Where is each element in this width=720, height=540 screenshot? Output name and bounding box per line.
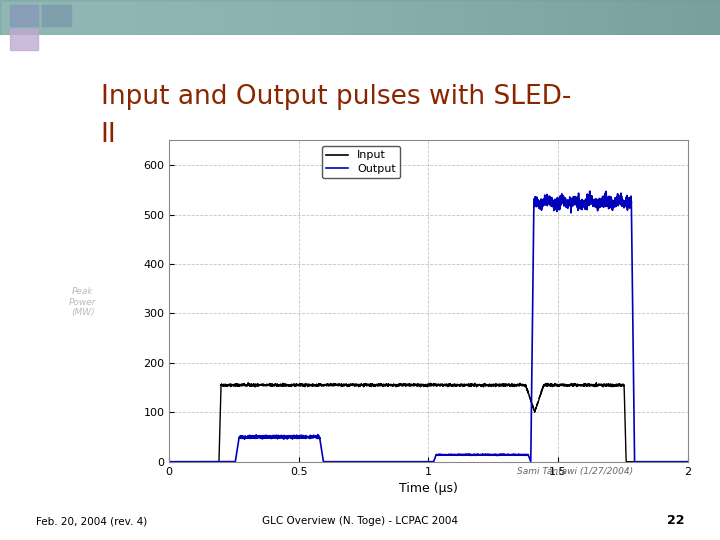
Output — [387, 458, 395, 465]
Input — [683, 458, 692, 465]
Text: Feb. 20, 2004 (rev. 4): Feb. 20, 2004 (rev. 4) — [36, 516, 148, 526]
Output — [683, 458, 692, 465]
Text: GLC Overview (N. Toge) - LCPAC 2004: GLC Overview (N. Toge) - LCPAC 2004 — [262, 516, 458, 526]
Bar — [42, 5, 71, 25]
Output — [667, 458, 676, 465]
Bar — [10, 5, 38, 25]
Input — [382, 382, 391, 388]
Input — [541, 382, 550, 389]
Text: II: II — [101, 122, 117, 147]
Line: Input: Input — [169, 383, 688, 462]
Input — [165, 458, 174, 465]
Input — [387, 381, 395, 388]
Output — [541, 194, 550, 201]
Line: Output: Output — [169, 191, 688, 462]
Text: Peak
Power
(MW): Peak Power (MW) — [69, 287, 96, 318]
Output — [165, 458, 174, 465]
X-axis label: Time (μs): Time (μs) — [399, 482, 458, 495]
Input — [667, 458, 676, 465]
Input — [411, 381, 420, 388]
Legend: Input, Output: Input, Output — [322, 146, 400, 178]
Text: Sami Tantawi (1/27/2004): Sami Tantawi (1/27/2004) — [518, 467, 634, 476]
Input — [642, 458, 650, 465]
Output — [585, 188, 594, 194]
Output — [411, 458, 420, 465]
Text: Input and Output pulses with SLED-: Input and Output pulses with SLED- — [101, 84, 571, 110]
Output — [642, 458, 650, 465]
Text: 22: 22 — [667, 514, 684, 526]
Bar — [10, 29, 38, 50]
Output — [382, 458, 391, 465]
Input — [592, 380, 600, 386]
